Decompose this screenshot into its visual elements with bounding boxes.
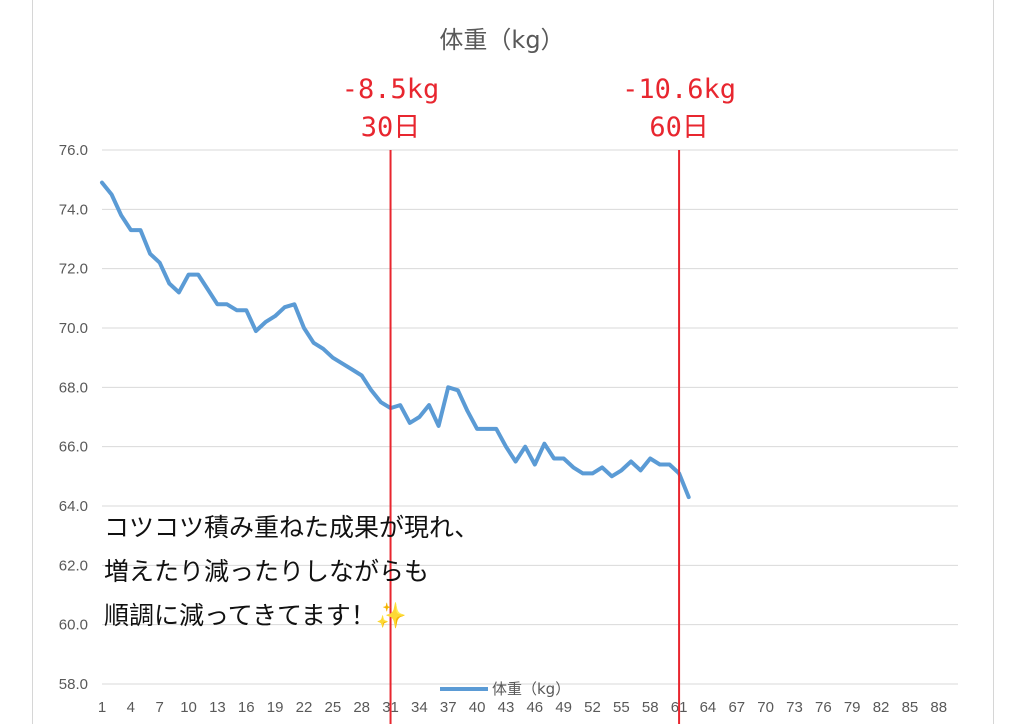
y-axis: 76.0 74.0 72.0 70.0 68.0 66.0 64.0 62.0 60.0 58.0	[59, 142, 88, 693]
caption-line-2: 増えたり減ったりしながらも	[104, 557, 430, 586]
x-tick-label: 55	[613, 699, 630, 716]
x-tick-label: 73	[786, 699, 803, 716]
y-tick-label: 62.0	[59, 557, 88, 574]
x-tick-label: 79	[844, 699, 861, 716]
chart-title: 体重（kg）	[439, 26, 564, 54]
x-tick-label: 25	[324, 699, 341, 716]
y-tick-label: 70.0	[59, 320, 88, 337]
legend-label: 体重（kg）	[492, 680, 570, 698]
y-tick-label: 58.0	[59, 676, 88, 693]
x-tick-label: 46	[526, 699, 543, 716]
x-tick-label: 64	[700, 699, 717, 716]
x-tick-label: 88	[930, 699, 947, 716]
annotation-layer: -8.5kg 30日 -10.6kg 60日	[342, 74, 736, 724]
y-tick-label: 60.0	[59, 617, 88, 634]
x-tick-label: 67	[728, 699, 745, 716]
x-tick-label: 85	[902, 699, 919, 716]
x-axis: 1 4 7 10 13 16 19 22 25 28 31 34 37 40 43 46 49 52 55 58 61 6…	[98, 699, 947, 716]
grid	[102, 149, 958, 685]
x-tick-label: 40	[469, 699, 486, 716]
chart-frame	[32, 0, 994, 724]
x-tick-label: 7	[156, 699, 164, 716]
caption: コツコツ積み重ねた成果が現れ、 増えたり減ったりしながらも 順調に減ってきてます…	[104, 506, 624, 638]
x-tick-label: 28	[353, 699, 370, 716]
x-tick-label: 34	[411, 699, 428, 716]
annotation-weight-label: -8.5kg	[342, 74, 440, 105]
y-tick-label: 76.0	[59, 142, 88, 159]
caption-line-1: コツコツ積み重ねた成果が現れ、	[104, 513, 480, 542]
annotation-weight-label: -10.6kg	[622, 74, 736, 105]
x-tick-label: 37	[440, 699, 457, 716]
x-tick-label: 19	[267, 699, 284, 716]
x-tick-label: 76	[815, 699, 832, 716]
x-tick-label: 1	[98, 699, 106, 716]
x-tick-label: 10	[180, 699, 197, 716]
x-tick-label: 4	[127, 699, 135, 716]
legend: 体重（kg）	[440, 680, 570, 698]
series-layer	[100, 180, 691, 500]
annotation-day-label: 30日	[361, 112, 421, 143]
x-tick-label: 58	[642, 699, 659, 716]
y-tick-label: 74.0	[59, 201, 88, 218]
y-tick-label: 64.0	[59, 498, 88, 515]
x-tick-label: 22	[296, 699, 313, 716]
y-tick-label: 68.0	[59, 379, 88, 396]
y-tick-label: 66.0	[59, 439, 88, 456]
x-tick-label: 43	[498, 699, 515, 716]
x-tick-label: 52	[584, 699, 601, 716]
caption-line-3: 順調に減ってきてます！✨	[104, 601, 407, 630]
annotation-day-label: 60日	[649, 112, 709, 143]
series-line-0	[100, 180, 691, 500]
x-tick-label: 49	[555, 699, 572, 716]
x-tick-label: 82	[873, 699, 890, 716]
x-tick-label: 16	[238, 699, 255, 716]
x-tick-label: 70	[757, 699, 774, 716]
x-tick-label: 13	[209, 699, 226, 716]
y-tick-label: 72.0	[59, 261, 88, 278]
